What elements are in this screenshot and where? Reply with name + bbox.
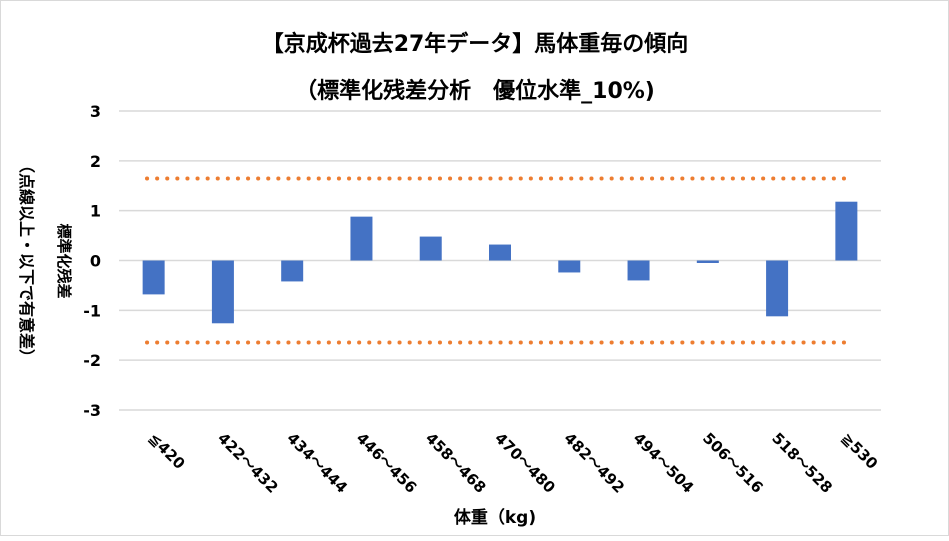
bar <box>489 244 511 261</box>
y-tick-label: 0 <box>90 252 101 271</box>
y-tick-labels: 3 2 1 0 -1 -2 -3 <box>83 102 101 420</box>
y-tick-label: 3 <box>90 102 101 121</box>
y-axis-title: 標準化残差 <box>55 223 73 298</box>
x-tick-label: ≧530 <box>838 429 882 473</box>
significance-lines <box>145 176 851 345</box>
y-tick-label: -3 <box>83 401 101 420</box>
chart-title: 【京成杯過去27年データ】馬体重毎の傾向 <box>262 31 689 57</box>
y-axis-note: （点線以上・以下で有意差） <box>17 157 36 365</box>
bar <box>281 260 304 282</box>
y-tick-label: -2 <box>83 351 101 370</box>
bar <box>766 260 789 317</box>
x-tick-label: 494～504 <box>630 429 698 497</box>
bar <box>835 201 858 261</box>
gridlines <box>119 110 881 411</box>
y-tick-label: -1 <box>83 301 101 320</box>
y-tick-label: 1 <box>90 202 101 221</box>
x-tick-label: 434～444 <box>283 429 351 497</box>
x-tick-label: 422～432 <box>214 429 282 497</box>
x-tick-label: 482～492 <box>560 429 628 497</box>
bars <box>142 201 858 324</box>
x-tick-label: 446～456 <box>353 429 421 497</box>
bar <box>350 216 373 261</box>
bar <box>419 236 442 261</box>
bar <box>696 260 719 263</box>
bar <box>211 260 234 324</box>
x-axis-title: 体重（kg) <box>454 507 536 528</box>
bar <box>558 260 581 273</box>
x-tick-labels: ≦420 422～432 434～444 446～456 458～468 470～480 4… <box>145 429 881 497</box>
bar <box>142 260 165 295</box>
x-tick-label: 518～528 <box>768 429 836 497</box>
x-tick-label: 470～480 <box>491 429 559 497</box>
x-tick-label: ≦420 <box>145 429 189 473</box>
chart-subtitle: （標準化残差分析 優位水準_10%) <box>295 78 655 104</box>
bar <box>627 260 650 281</box>
y-tick-label: 2 <box>90 152 101 171</box>
x-tick-label: 458～468 <box>422 429 490 497</box>
x-tick-label: 506～516 <box>699 429 767 497</box>
